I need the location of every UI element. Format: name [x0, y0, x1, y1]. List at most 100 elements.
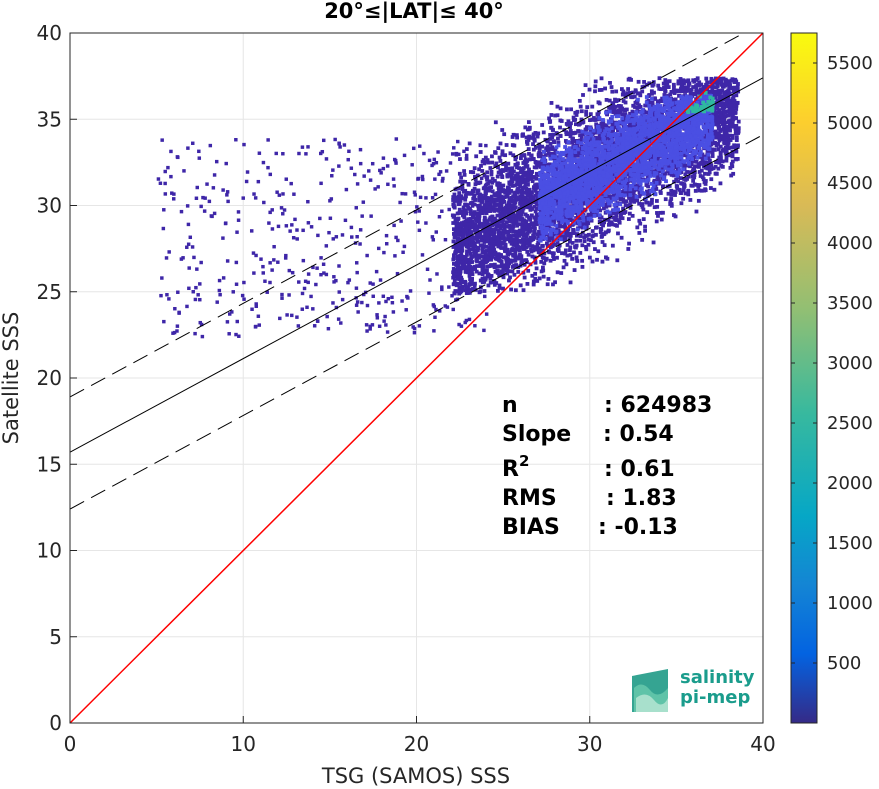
density-cell	[480, 272, 485, 277]
density-cell	[505, 224, 510, 229]
density-cell	[525, 158, 530, 163]
density-cell	[465, 203, 470, 208]
density-cell	[488, 217, 493, 222]
density-cell	[678, 141, 683, 146]
density-cell	[451, 239, 456, 244]
density-cell	[733, 126, 738, 130]
density-cell	[492, 240, 497, 245]
density-cell	[616, 231, 620, 236]
density-cell	[489, 172, 494, 177]
density-cell	[549, 213, 554, 218]
density-cell	[492, 229, 497, 234]
density-cell	[451, 204, 456, 209]
density-cell	[605, 256, 610, 261]
density-cell	[679, 176, 683, 181]
density-cell	[516, 270, 521, 274]
density-cell	[714, 143, 719, 148]
density-cell	[460, 181, 465, 186]
density-cell	[541, 265, 545, 270]
density-cell	[525, 250, 530, 254]
density-cell	[513, 248, 518, 253]
density-cell	[533, 247, 538, 252]
density-cell	[500, 198, 505, 203]
density-cell	[699, 90, 703, 95]
density-cell	[497, 283, 502, 288]
density-cell	[727, 101, 732, 106]
density-cell	[555, 255, 559, 260]
density-cell	[535, 232, 540, 237]
density-cell	[540, 123, 545, 127]
density-cell	[710, 84, 715, 89]
density-cell	[469, 267, 474, 272]
density-cell	[562, 258, 567, 263]
density-cell	[489, 249, 494, 253]
density-cell	[525, 194, 530, 198]
density-cell	[514, 155, 519, 160]
density-cell	[735, 88, 740, 93]
density-cell	[452, 273, 457, 278]
density-cell	[673, 193, 677, 197]
density-cell	[727, 137, 732, 142]
density-cell	[630, 213, 635, 218]
density-cell	[485, 177, 489, 182]
density-cell	[622, 119, 627, 123]
density-cell	[531, 132, 536, 137]
density-cell	[485, 196, 490, 200]
density-cell	[587, 255, 592, 260]
density-cell	[709, 177, 714, 182]
density-cell	[470, 225, 475, 230]
density-cell	[485, 268, 489, 273]
density-cell	[537, 142, 542, 147]
density-cell	[661, 210, 665, 215]
density-cell	[681, 188, 686, 193]
density-cell	[617, 220, 622, 225]
density-cell	[502, 207, 507, 212]
density-cell	[675, 186, 680, 191]
density-cell	[730, 97, 735, 101]
density-cell	[497, 197, 502, 202]
density-cell	[453, 249, 458, 254]
density-cell	[677, 89, 682, 94]
density-cell	[466, 182, 471, 187]
density-cell	[601, 221, 606, 226]
density-cell	[584, 224, 589, 229]
density-cell	[522, 199, 527, 204]
density-cell	[705, 166, 710, 171]
density-cell	[485, 170, 490, 175]
density-cell	[599, 136, 603, 141]
density-cell	[730, 106, 735, 111]
density-cell	[637, 231, 642, 235]
density-cell	[547, 120, 552, 124]
density-cell	[584, 247, 589, 252]
density-cell	[616, 108, 621, 113]
density-cell	[550, 145, 555, 150]
density-cell	[506, 252, 511, 257]
density-cell	[640, 237, 645, 242]
density-cell	[521, 237, 526, 242]
density-cell	[734, 93, 739, 98]
density-cell	[679, 191, 683, 195]
density-cell	[718, 129, 723, 133]
density-cell	[638, 104, 643, 109]
density-cell	[521, 133, 525, 137]
density-cell	[539, 249, 544, 254]
density-cell	[524, 219, 529, 224]
density-cell	[453, 281, 458, 286]
density-cell	[677, 187, 682, 192]
density-cell	[626, 87, 631, 91]
density-cell	[574, 255, 579, 260]
density-cell	[630, 109, 635, 114]
density-cell	[499, 194, 503, 199]
density-cell	[500, 219, 505, 224]
density-cell	[486, 272, 491, 277]
density-cell	[521, 166, 526, 171]
density-cell	[584, 112, 589, 117]
density-cell	[504, 203, 509, 208]
density-cell	[512, 169, 516, 174]
density-cell	[626, 189, 631, 194]
density-cell	[555, 104, 560, 109]
density-cell	[668, 199, 673, 204]
density-cell	[604, 123, 609, 128]
density-cell	[529, 247, 533, 252]
density-cell	[451, 270, 455, 275]
